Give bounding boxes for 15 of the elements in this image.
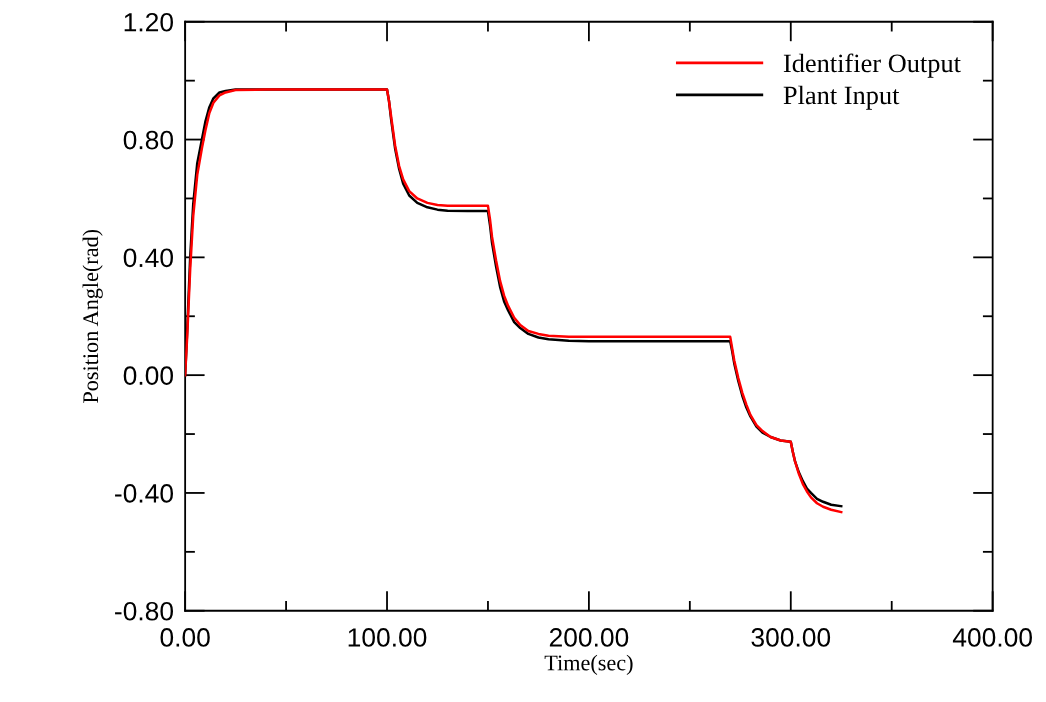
legend-label: Identifier Output [783, 53, 961, 78]
y-axis-title: Position Angle(rad) [82, 229, 103, 403]
x-axis-title: Time(sec) [544, 654, 633, 675]
y-tick-label: 0.00 [123, 366, 173, 385]
y-tick-label: 0.80 [123, 130, 173, 150]
y-tick-label: -0.40 [115, 484, 173, 503]
x-tick-label: 0.00 [160, 628, 210, 647]
y-tick-label: 0.40 [123, 248, 173, 268]
x-tick-label: 100.00 [348, 628, 427, 647]
x-tick-label: 400.00 [952, 628, 1032, 647]
x-tick-label: 200.00 [549, 628, 629, 647]
y-tick-label: 1.20 [124, 12, 173, 32]
legend-label: Plant Input [783, 85, 900, 110]
x-tick-label: 300.00 [751, 628, 831, 647]
y-tick-label: -0.80 [115, 601, 173, 621]
